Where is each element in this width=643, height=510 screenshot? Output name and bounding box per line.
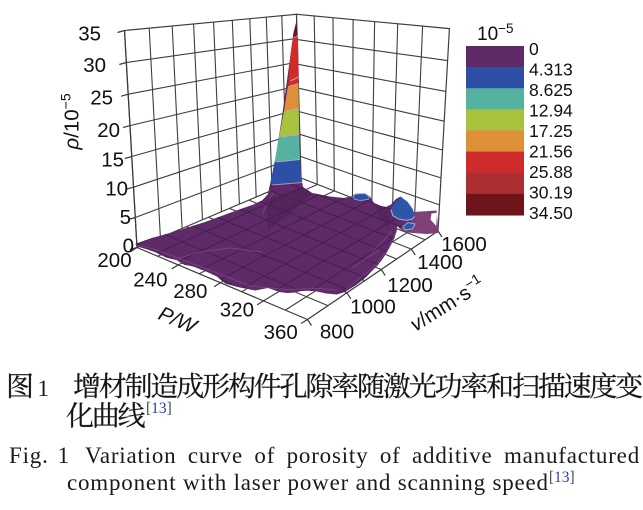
svg-text:35: 35	[78, 22, 101, 45]
svg-text:15: 15	[101, 148, 124, 171]
svg-text:320: 320	[220, 298, 254, 321]
svg-text:240: 240	[133, 268, 167, 291]
svg-text:1400: 1400	[417, 251, 463, 274]
svg-text:10: 10	[105, 177, 128, 200]
svg-text:30.19: 30.19	[529, 183, 573, 203]
svg-text:800: 800	[320, 320, 354, 343]
svg-text:20: 20	[97, 119, 120, 142]
svg-text:34.50: 34.50	[529, 203, 573, 223]
svg-text:360: 360	[264, 321, 298, 344]
svg-text:0: 0	[529, 39, 539, 59]
svg-text:0: 0	[123, 234, 134, 257]
svg-text:10−5: 10−5	[477, 21, 514, 46]
svg-text:25: 25	[90, 86, 113, 109]
svg-text:17.25: 17.25	[529, 121, 573, 141]
svg-text:200: 200	[97, 249, 131, 272]
svg-text:[13]: [13]	[146, 400, 172, 417]
svg-text:1200: 1200	[387, 274, 433, 297]
svg-text:ρ/10−5: ρ/10−5	[58, 93, 84, 150]
svg-text:21.56: 21.56	[529, 142, 573, 162]
svg-text:1: 1	[38, 376, 50, 401]
svg-text:25.88: 25.88	[529, 162, 573, 182]
svg-text:1600: 1600	[441, 233, 487, 256]
svg-text:P/W: P/W	[155, 302, 201, 339]
svg-text:5: 5	[120, 206, 131, 229]
svg-text:1000: 1000	[350, 295, 396, 318]
svg-text:4.313: 4.313	[529, 59, 573, 79]
svg-text:12.94: 12.94	[529, 101, 573, 121]
svg-text:280: 280	[173, 280, 207, 303]
svg-text:30: 30	[83, 54, 106, 77]
svg-text:8.625: 8.625	[529, 80, 573, 100]
